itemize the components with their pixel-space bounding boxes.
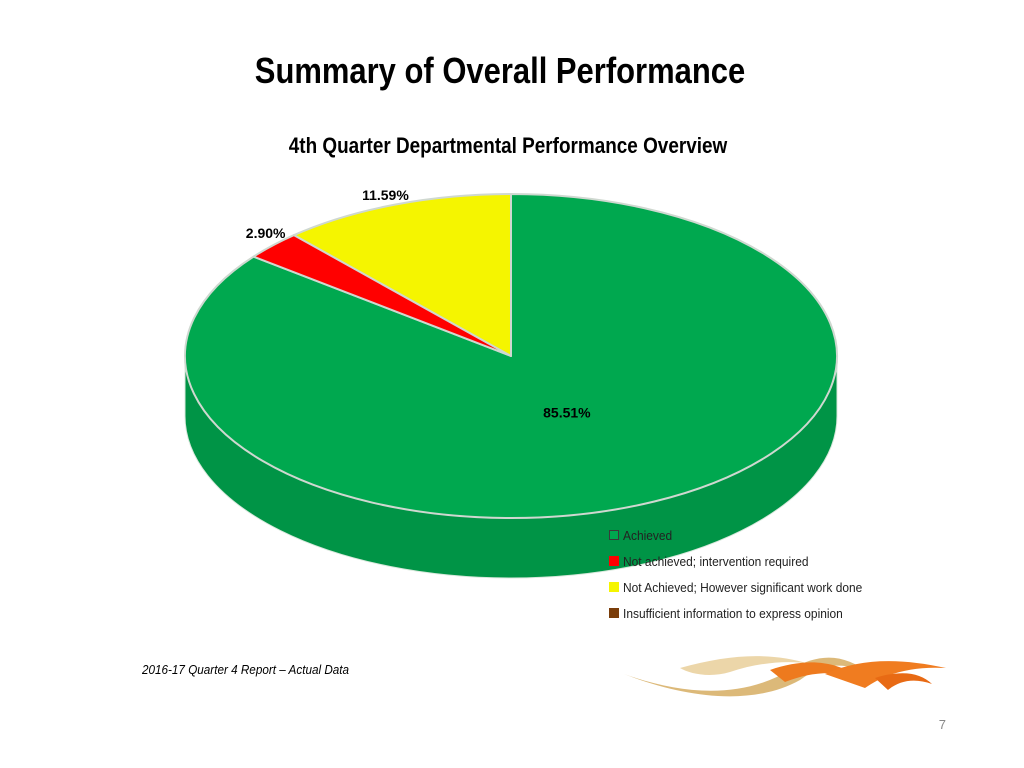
legend-swatch-not-achieved-significant-work [609, 582, 619, 592]
pie-label-achieved: 85.51% [543, 405, 591, 421]
footer-note: 2016-17 Quarter 4 Report – Actual Data [142, 662, 350, 677]
page-number: 7 [938, 717, 946, 732]
legend-swatch-achieved [609, 530, 619, 540]
legend-item-achieved: Achieved [609, 522, 883, 548]
legend-label-achieved: Achieved [623, 527, 673, 543]
slide-title: Summary of Overall Performance [254, 50, 746, 91]
legend-label-not-achieved-significant-work: Not Achieved; However significant work d… [623, 579, 863, 595]
swoosh-logo-icon [624, 656, 946, 697]
pie-label-not-achieved-significant-work: 11.59% [362, 187, 409, 203]
legend-item-not-achieved-significant-work: Not Achieved; However significant work d… [609, 574, 883, 600]
legend-swatch-not-achieved-intervention [609, 556, 619, 566]
pie-top-faces [184, 193, 838, 519]
chart-legend: Achieved Not achieved; intervention requ… [609, 522, 883, 626]
pie-data-labels: 85.51% 2.90% 11.59% [246, 187, 591, 421]
legend-label-insufficient-information: Insufficient information to express opin… [623, 605, 843, 621]
chart-title: 4th Quarter Departmental Performance Ove… [288, 133, 728, 158]
pie-slice-not-achieved-significant-work [293, 193, 512, 357]
legend-swatch-insufficient-information [609, 608, 619, 618]
legend-item-not-achieved-intervention: Not achieved; intervention required [609, 548, 883, 574]
legend-label-not-achieved-intervention: Not achieved; intervention required [623, 553, 809, 569]
pie-label-not-achieved-intervention: 2.90% [246, 225, 286, 241]
legend-item-insufficient-information: Insufficient information to express opin… [609, 600, 883, 626]
